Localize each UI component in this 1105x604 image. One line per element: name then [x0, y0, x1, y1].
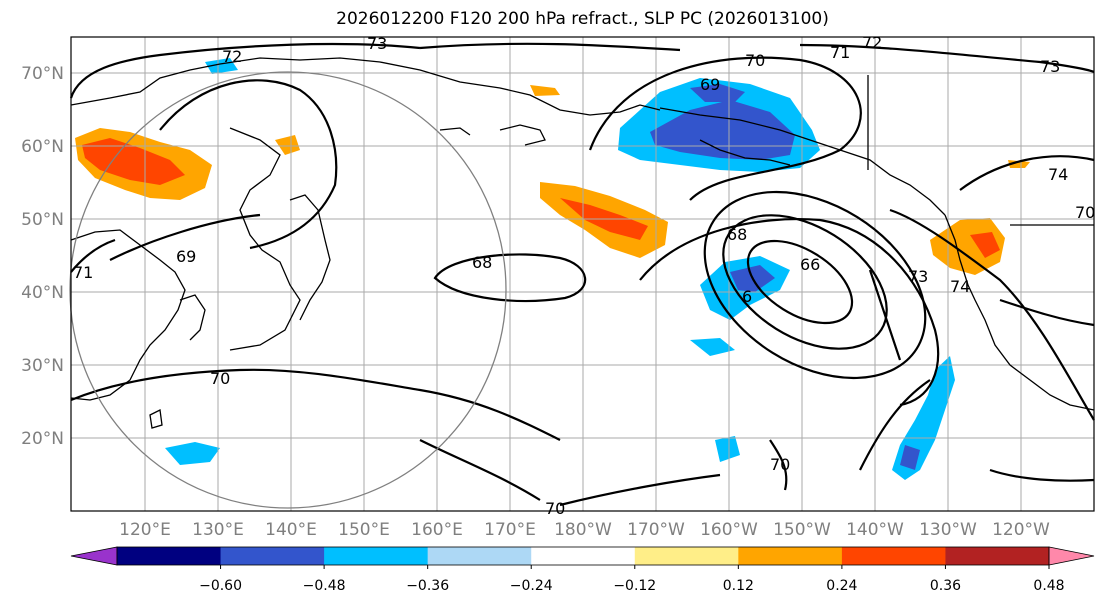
colorbar-swatch: [738, 547, 843, 565]
longitude-label: 150°E: [338, 520, 390, 540]
shade-bc-red: [970, 232, 1000, 258]
contour-label: 74: [1048, 165, 1068, 184]
contour-label: 70: [745, 51, 765, 70]
colorbar-tick-label: 0.12: [723, 578, 754, 594]
latitude-label: 20°N: [21, 429, 64, 449]
shade-small-blue-1: [165, 442, 220, 465]
contour-label: 69: [176, 247, 196, 266]
shade-east-trop-blue2: [900, 445, 920, 470]
shade-low-tail: [690, 338, 735, 356]
contour-label: 68: [472, 253, 492, 272]
colorbar-swatch: [427, 547, 532, 565]
shade-small-blue-2: [715, 436, 740, 462]
contour-label: 72: [222, 47, 242, 66]
latitude-label: 50°N: [21, 210, 64, 230]
colorbar-extend-max: [1048, 546, 1095, 566]
longitude-label: 170°E: [484, 520, 536, 540]
map-border: [70, 36, 1095, 512]
longitude-label: 140°W: [846, 520, 904, 540]
range-ring: [69, 71, 507, 509]
longitude-label: 130°W: [919, 520, 977, 540]
colorbar-border: [116, 546, 1050, 566]
colorbar-tick-label: −0.36: [406, 578, 449, 594]
colorbar-tick-label: −0.60: [199, 578, 242, 594]
contour-label: 70: [545, 499, 565, 518]
contour-label: 6: [742, 287, 752, 306]
colorbar-tick-label: −0.24: [510, 578, 553, 594]
colorbar-tick-label: 0.36: [930, 578, 961, 594]
slp-contours: [69, 42, 1095, 507]
contour-label: 71: [830, 43, 850, 62]
contour-label: 73: [1040, 57, 1060, 76]
contour-label: 70: [1075, 203, 1095, 222]
contour-labels: 73 72 70 71 72 73 69 70 68 69 68 66 6 73…: [73, 33, 1095, 518]
longitude-label: 170°W: [627, 520, 685, 540]
shade-bc-orange: [930, 218, 1005, 275]
contour-label: 72: [862, 33, 882, 52]
longitude-label: 120°W: [992, 520, 1050, 540]
longitude-label: 180°W: [554, 520, 612, 540]
contour-label: 70: [210, 369, 230, 388]
latitude-label: 30°N: [21, 356, 64, 376]
contour-label: 73: [367, 34, 387, 53]
longitude-label: 120°E: [119, 520, 171, 540]
latitude-labels: 70°N 60°N 50°N 40°N 30°N 20°N: [21, 64, 64, 449]
longitude-label: 130°E: [192, 520, 244, 540]
shade-siberia-red: [82, 138, 185, 185]
contour-label: 66: [800, 255, 820, 274]
shade-small-orange-3: [530, 85, 560, 96]
shade-small-orange-2: [275, 135, 300, 155]
colorbar-swatch: [531, 547, 636, 565]
longitude-label: 160°E: [411, 520, 463, 540]
longitude-label: 150°W: [773, 520, 831, 540]
colorbar-swatch: [945, 547, 1050, 565]
contour-label: 74: [950, 277, 970, 296]
contour-label: 69: [700, 75, 720, 94]
colorbar-swatch: [220, 547, 325, 565]
colorbar-tick-label: −0.12: [613, 578, 656, 594]
colorbar-extend-min: [70, 546, 118, 566]
contour-label: 68: [727, 225, 747, 244]
colorbar-tick-label: −0.48: [303, 578, 346, 594]
map-panel: 73 72 70 71 72 73 69 70 68 69 68 66 6 73…: [69, 33, 1095, 518]
latitude-label: 70°N: [21, 64, 64, 84]
map-title: 2026012200 F120 200 hPa refract., SLP PC…: [336, 9, 829, 29]
gridlines: [71, 37, 1094, 511]
colorbar-tick-label: 0.24: [826, 578, 857, 594]
colorbar: [70, 546, 1095, 566]
colorbar-tick-label: 0.48: [1033, 578, 1064, 594]
contour-label: 70: [770, 455, 790, 474]
latitude-label: 40°N: [21, 283, 64, 303]
colorbar-ticks: −0.60 −0.48 −0.36 −0.24 −0.12 0.12 0.24 0.36 0.4…: [199, 565, 1065, 594]
contour-label: 73: [908, 267, 928, 286]
colorbar-swatch: [117, 547, 222, 565]
contour-label: 71: [73, 263, 93, 282]
longitude-labels: 120°E 130°E 140°E 150°E 160°E 170°E 180°W 170°W…: [119, 520, 1050, 540]
shade-bering-navy: [690, 84, 745, 102]
shade-bering-blue: [650, 100, 795, 160]
longitude-label: 160°W: [700, 520, 758, 540]
colorbar-swatch: [324, 547, 429, 565]
colorbar-swatch: [841, 547, 946, 565]
colorbar-swatch: [634, 547, 739, 565]
latitude-label: 60°N: [21, 137, 64, 157]
longitude-label: 140°E: [265, 520, 317, 540]
